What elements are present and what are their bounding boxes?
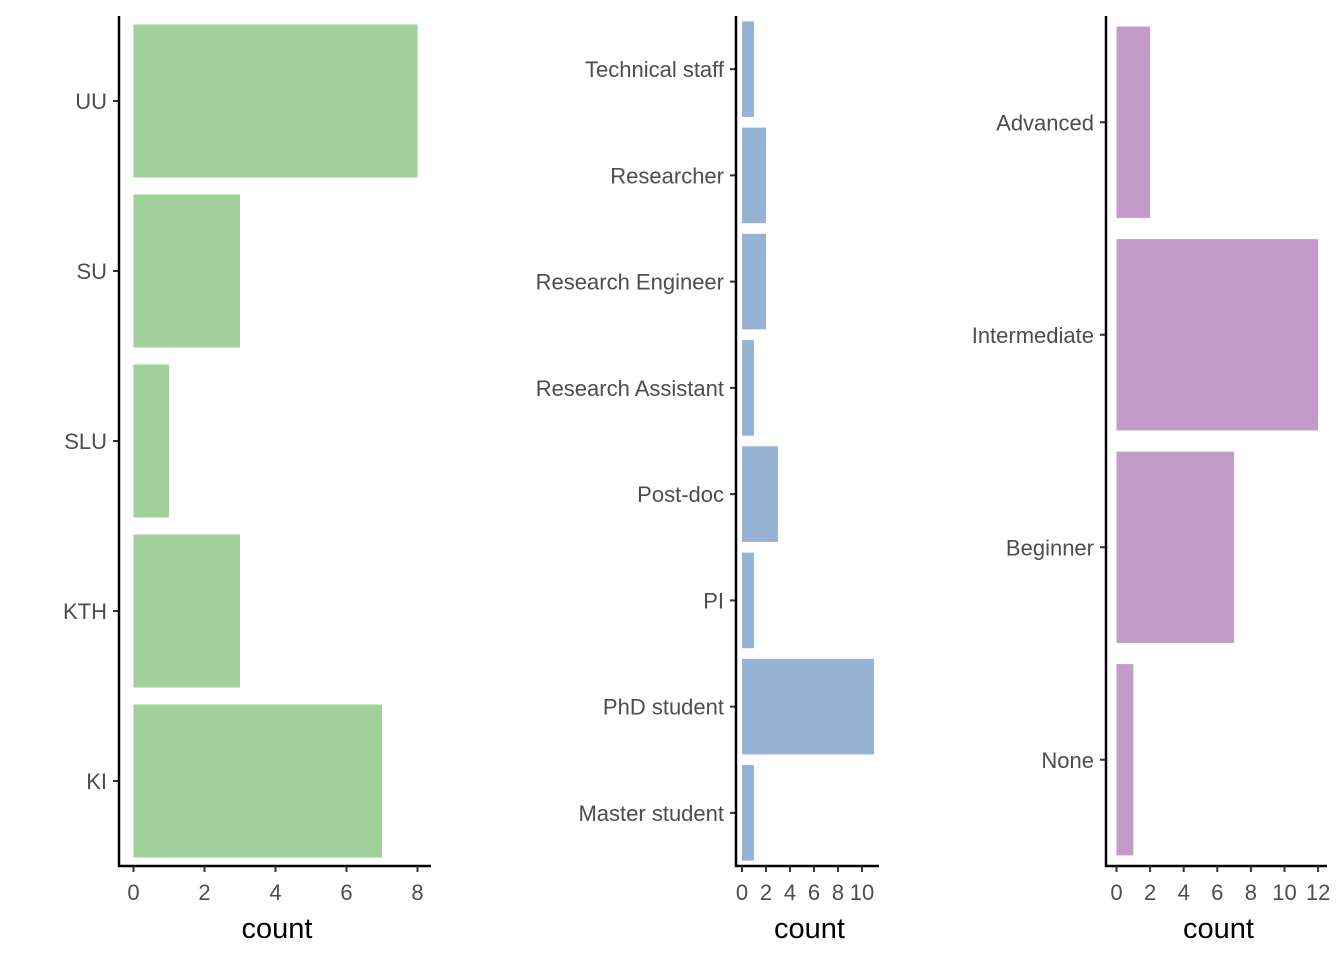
y-tick-label: Advanced bbox=[996, 110, 1094, 135]
x-tick-label: 12 bbox=[1306, 880, 1330, 905]
y-tick-label: Master student bbox=[578, 801, 724, 826]
x-tick-label: 0 bbox=[736, 880, 748, 905]
x-tick-label: 2 bbox=[760, 880, 772, 905]
y-tick-label: SLU bbox=[64, 429, 107, 454]
y-tick-label: Beginner bbox=[1006, 535, 1094, 560]
bar-research-assistant bbox=[742, 340, 754, 436]
y-tick-label: KI bbox=[86, 769, 107, 794]
y-tick-label: KTH bbox=[63, 599, 107, 624]
x-tick-label: 6 bbox=[1211, 880, 1223, 905]
bar-researcher bbox=[742, 127, 766, 224]
y-tick-label: Research Engineer bbox=[536, 270, 724, 295]
chart-panel-3: Advanced Intermediate Beginner None 0 2 4 6 8 10 1… bbox=[972, 16, 1330, 945]
y-tick-label: UU bbox=[75, 89, 107, 114]
bar-technical-staff bbox=[742, 21, 754, 117]
x-tick-label: 4 bbox=[269, 880, 281, 905]
bar-slu bbox=[133, 364, 169, 518]
bar-pi bbox=[742, 552, 754, 649]
x-tick-label: 8 bbox=[1245, 880, 1257, 905]
bar-phd-student bbox=[742, 658, 874, 755]
bar-intermediate bbox=[1116, 239, 1319, 431]
y-tick-label: Research Assistant bbox=[536, 376, 724, 401]
x-tick-label: 10 bbox=[850, 880, 874, 905]
y-tick-label: Researcher bbox=[610, 163, 724, 188]
x-tick-label: 4 bbox=[1178, 880, 1190, 905]
y-tick-label: SU bbox=[76, 259, 107, 284]
x-tick-label: 0 bbox=[1110, 880, 1122, 905]
x-axis-title: count bbox=[242, 913, 313, 945]
x-tick-label: 10 bbox=[1272, 880, 1296, 905]
chart-panel-2: Technical staff Researcher Research Engine… bbox=[536, 16, 879, 945]
y-tick-label: PI bbox=[703, 588, 724, 613]
x-tick-label: 2 bbox=[198, 880, 210, 905]
bar-ki bbox=[133, 704, 382, 858]
y-tick-label: Post-doc bbox=[637, 482, 724, 507]
bar-post-doc bbox=[742, 446, 778, 542]
x-tick-label: 8 bbox=[411, 880, 423, 905]
bar-uu bbox=[133, 24, 418, 178]
x-tick-label: 0 bbox=[127, 880, 139, 905]
y-tick-label: Technical staff bbox=[585, 57, 725, 82]
y-tick-label: None bbox=[1041, 748, 1094, 773]
x-axis-title: count bbox=[774, 913, 845, 945]
bar-su bbox=[133, 194, 240, 348]
bar-master-student bbox=[742, 765, 754, 861]
x-tick-label: 2 bbox=[1144, 880, 1156, 905]
x-tick-label: 4 bbox=[784, 880, 796, 905]
x-tick-label: 6 bbox=[340, 880, 352, 905]
bar-kth bbox=[133, 534, 240, 688]
bar-beginner bbox=[1116, 451, 1235, 643]
chart-panel-1: UU SU SLU KTH KI 0 2 4 6 8 count bbox=[63, 16, 431, 945]
bar-none bbox=[1116, 664, 1134, 856]
x-tick-label: 8 bbox=[832, 880, 844, 905]
y-tick-label: PhD student bbox=[603, 695, 724, 720]
bar-research-engineer bbox=[742, 233, 766, 330]
y-tick-label: Intermediate bbox=[972, 323, 1094, 348]
bar-advanced bbox=[1116, 26, 1151, 218]
x-axis-title: count bbox=[1183, 913, 1254, 945]
x-tick-label: 6 bbox=[808, 880, 820, 905]
